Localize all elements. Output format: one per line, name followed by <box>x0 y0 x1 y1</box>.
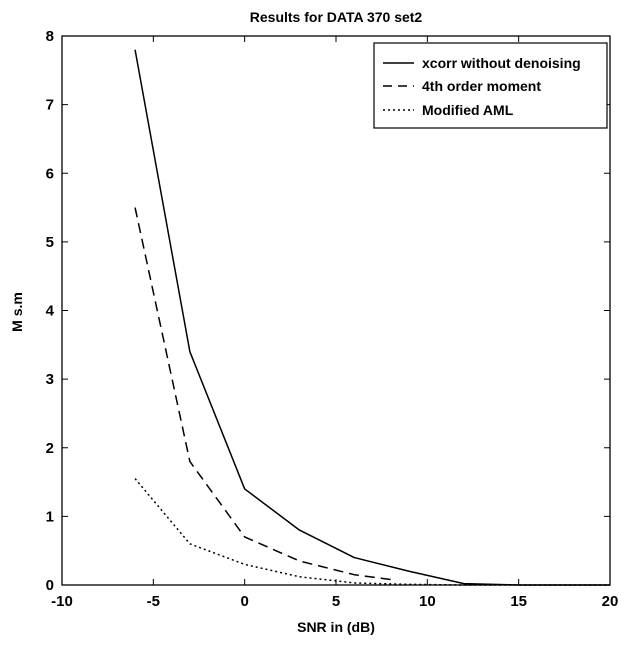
x-tick-label: 10 <box>419 593 436 610</box>
x-tick-label: -5 <box>147 593 160 610</box>
y-tick-label: 7 <box>46 97 54 114</box>
y-tick-label: 4 <box>46 303 55 320</box>
legend-label-xcorr-without-denoising: xcorr without denoising <box>422 55 581 71</box>
y-tick-label: 8 <box>46 28 54 45</box>
legend-label-4th-order-moment: 4th order moment <box>422 78 541 94</box>
legend-label-modified-aml: Modified AML <box>422 102 514 118</box>
x-tick-label: 20 <box>602 593 619 610</box>
chart-title: Results for DATA 370 set2 <box>250 9 423 25</box>
y-tick-label: 3 <box>46 371 54 388</box>
x-tick-label: 15 <box>510 593 527 610</box>
y-tick-label: 2 <box>46 440 54 457</box>
y-tick-label: 6 <box>46 165 54 182</box>
y-axis-label: M s.m <box>9 292 25 332</box>
x-tick-label: 5 <box>332 593 340 610</box>
legend-box <box>373 42 608 129</box>
x-tick-label: -10 <box>51 593 73 610</box>
ticks-layer: -10 -5 0 5 10 15 20 0 1 2 3 4 5 6 7 8 <box>46 28 619 610</box>
series-line-4th-order-moment <box>134 207 391 581</box>
y-tick-label: 0 <box>46 577 54 594</box>
y-tick-label: 1 <box>46 508 54 525</box>
x-tick-label: 0 <box>240 593 248 610</box>
legend: xcorr without denoising 4th order moment… <box>373 42 608 129</box>
x-axis-label: SNR in (dB) <box>297 619 375 635</box>
y-tick-label: 5 <box>46 234 54 251</box>
